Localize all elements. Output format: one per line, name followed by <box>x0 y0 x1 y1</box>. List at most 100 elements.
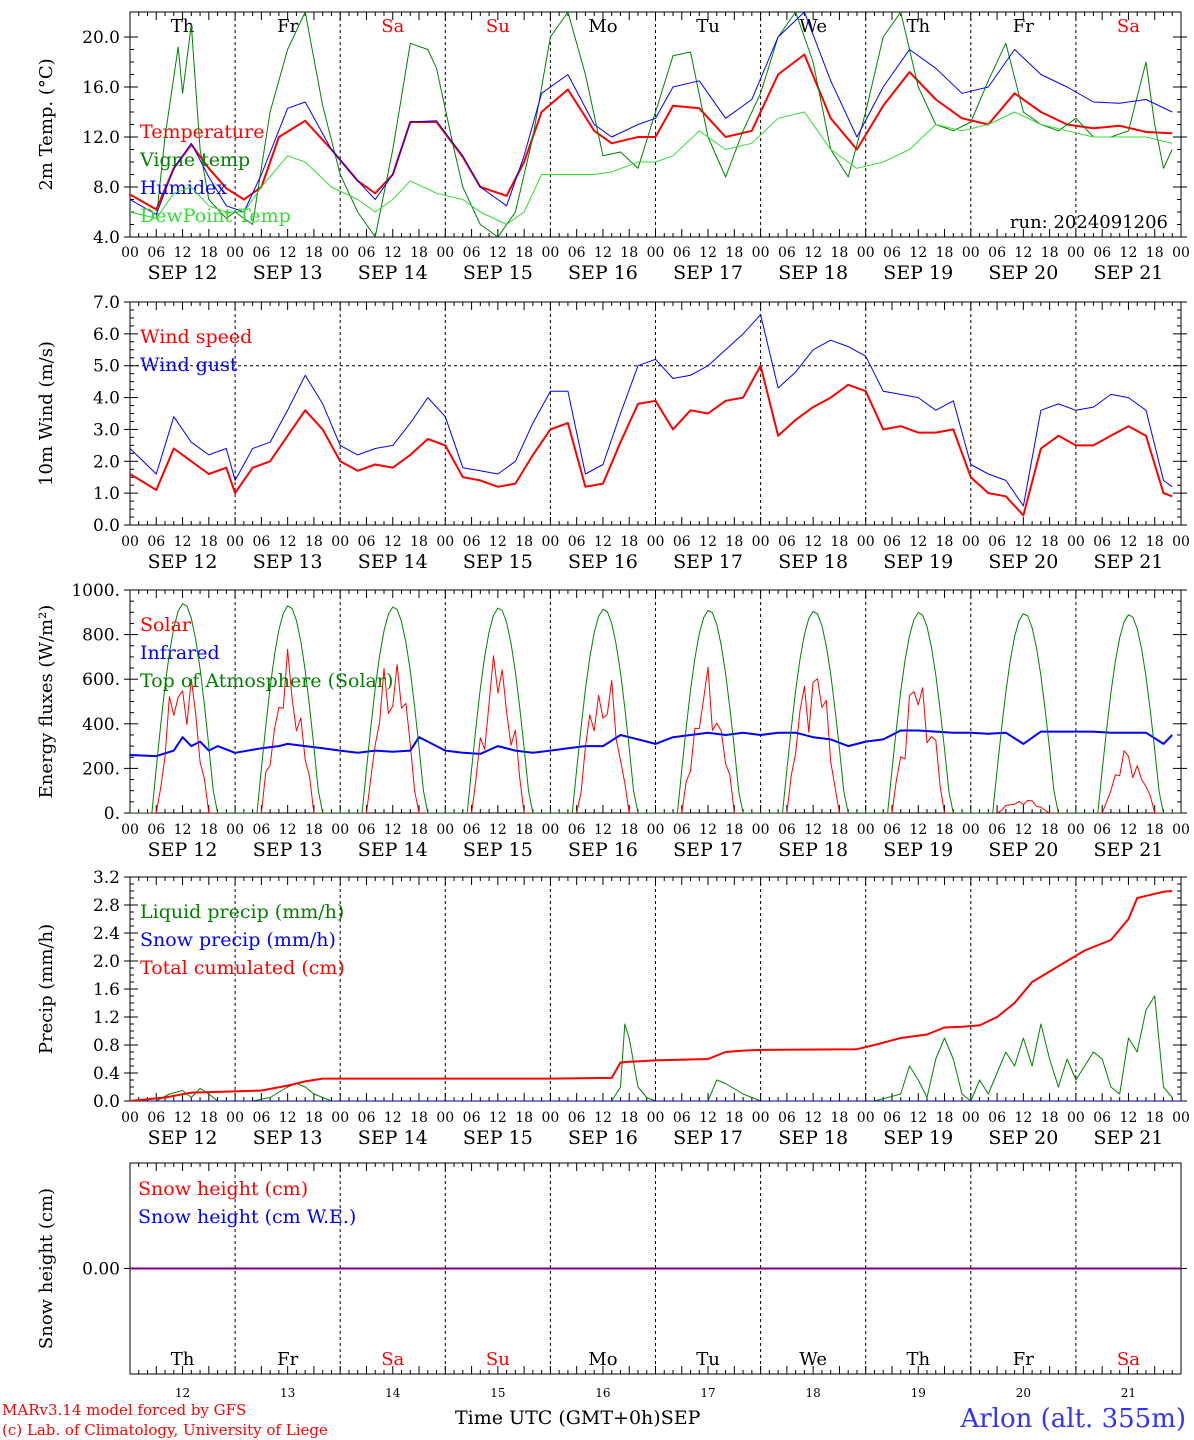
y-tick-label: 0.0 <box>93 1092 120 1112</box>
hour-tick-label: 12 <box>489 1110 507 1126</box>
date-label: SEP 13 <box>253 1127 323 1149</box>
date-label: SEP 16 <box>568 839 638 861</box>
hour-tick-label: 12 <box>1014 822 1032 838</box>
weekday-label: Tu <box>696 16 720 37</box>
hour-tick-label: 12 <box>174 1110 192 1126</box>
weekday-label: Su <box>486 16 510 37</box>
date-label: SEP 21 <box>1094 551 1164 573</box>
hour-tick-label: 18 <box>515 245 533 261</box>
date-label: SEP 17 <box>673 1127 743 1149</box>
hour-tick-label: 12 <box>1014 245 1032 261</box>
hour-tick-label: 12 <box>174 822 192 838</box>
weekday-label: Sa <box>381 1349 404 1370</box>
series-line-dewpoint-temp <box>130 111 1173 225</box>
hour-tick-label: 12 <box>279 822 297 838</box>
y-tick-label: 1.0 <box>93 484 120 504</box>
hour-tick-label: 18 <box>831 822 849 838</box>
date-label: SEP 19 <box>883 839 953 861</box>
hour-tick-label: 18 <box>200 534 218 550</box>
date-label: SEP 13 <box>253 839 323 861</box>
legend-entry: Snow height (cm) <box>138 1178 308 1200</box>
hour-tick-label: 06 <box>883 245 901 261</box>
date-label: SEP 12 <box>148 551 218 573</box>
hour-tick-label: 12 <box>384 534 402 550</box>
hour-tick-label: 00 <box>436 534 454 550</box>
hour-tick-label: 18 <box>725 534 743 550</box>
time-axis-month: SEP <box>660 1407 701 1429</box>
hour-tick-label: 12 <box>1120 1110 1138 1126</box>
series-line-top-of-atmosphere-solar- <box>130 603 1181 813</box>
legend-entry: Humidex <box>140 177 227 199</box>
hour-tick-label: 18 <box>515 534 533 550</box>
date-label: SEP 14 <box>358 551 428 573</box>
hour-tick-label: 00 <box>1067 534 1085 550</box>
y-tick-label: 8.0 <box>93 178 120 198</box>
hour-tick-label: 18 <box>936 245 954 261</box>
weekday-label: We <box>799 1349 827 1370</box>
hour-tick-label: 12 <box>909 822 927 838</box>
hour-tick-label: 06 <box>147 1110 165 1126</box>
hour-tick-label: 00 <box>541 822 559 838</box>
hour-tick-label: 00 <box>857 1110 875 1126</box>
date-label: SEP 17 <box>673 839 743 861</box>
hour-tick-label: 06 <box>778 1110 796 1126</box>
y-tick-label: 800. <box>82 626 120 646</box>
hour-tick-label: 12 <box>699 534 717 550</box>
y-tick-label: 4.0 <box>93 389 120 409</box>
day-number-label: 19 <box>911 1386 926 1400</box>
hour-tick-label: 12 <box>384 245 402 261</box>
weekday-label: Su <box>486 1349 510 1370</box>
y-tick-label: 12.0 <box>82 128 120 148</box>
hour-tick-label: 06 <box>1093 245 1111 261</box>
hour-tick-label: 12 <box>279 534 297 550</box>
series-line-humidex <box>130 12 1173 215</box>
hour-tick-label: 06 <box>673 822 691 838</box>
hour-tick-label: 12 <box>804 822 822 838</box>
date-label: SEP 17 <box>673 551 743 573</box>
hour-tick-label: 18 <box>620 822 638 838</box>
legend-entry: Wind gust <box>140 354 238 376</box>
weekday-label: Th <box>906 16 930 37</box>
y-tick-label: 600. <box>82 670 120 690</box>
weekday-label: We <box>799 16 827 37</box>
date-label: SEP 15 <box>463 262 533 284</box>
hour-tick-label: 06 <box>883 822 901 838</box>
hour-tick-label: 12 <box>1014 534 1032 550</box>
legend-entry: Wind speed <box>140 326 252 348</box>
hour-tick-label: 12 <box>699 822 717 838</box>
date-label: SEP 13 <box>253 262 323 284</box>
hour-tick-label: 18 <box>1146 1110 1164 1126</box>
series-line-vigne-temp <box>130 12 1173 237</box>
date-label: SEP 16 <box>568 1127 638 1149</box>
date-label: SEP 15 <box>463 1127 533 1149</box>
hour-tick-label: 00 <box>436 245 454 261</box>
y-tick-label: 5.0 <box>93 357 120 377</box>
hour-tick-label: 18 <box>1146 534 1164 550</box>
day-number-label: 15 <box>490 1386 505 1400</box>
hour-tick-label: 00 <box>331 245 349 261</box>
hour-tick-label: 12 <box>489 245 507 261</box>
credit-line-2: (c) Lab. of Climatology, University of L… <box>2 1421 328 1439</box>
hour-tick-label: 12 <box>804 1110 822 1126</box>
hour-tick-label: 06 <box>147 534 165 550</box>
hour-tick-label: 12 <box>1120 534 1138 550</box>
hour-tick-label: 00 <box>962 822 980 838</box>
hour-tick-label: 06 <box>358 822 376 838</box>
day-number-label: 13 <box>280 1386 295 1400</box>
hour-tick-label: 12 <box>909 1110 927 1126</box>
hour-tick-label: 06 <box>778 245 796 261</box>
hour-tick-label: 06 <box>673 1110 691 1126</box>
hour-tick-label: 18 <box>620 534 638 550</box>
hour-tick-label: 18 <box>831 534 849 550</box>
date-label: SEP 18 <box>778 839 848 861</box>
hour-tick-label: 12 <box>384 822 402 838</box>
hour-tick-label: 00 <box>647 534 665 550</box>
hour-tick-label: 00 <box>1172 822 1190 838</box>
weekday-label: Tu <box>696 1349 720 1370</box>
hour-tick-label: 06 <box>568 245 586 261</box>
legend-entry: Vigne temp <box>139 149 250 171</box>
hour-tick-label: 00 <box>857 534 875 550</box>
day-number-label: 12 <box>175 1386 190 1400</box>
hour-tick-label: 18 <box>305 822 323 838</box>
hour-tick-label: 00 <box>436 822 454 838</box>
